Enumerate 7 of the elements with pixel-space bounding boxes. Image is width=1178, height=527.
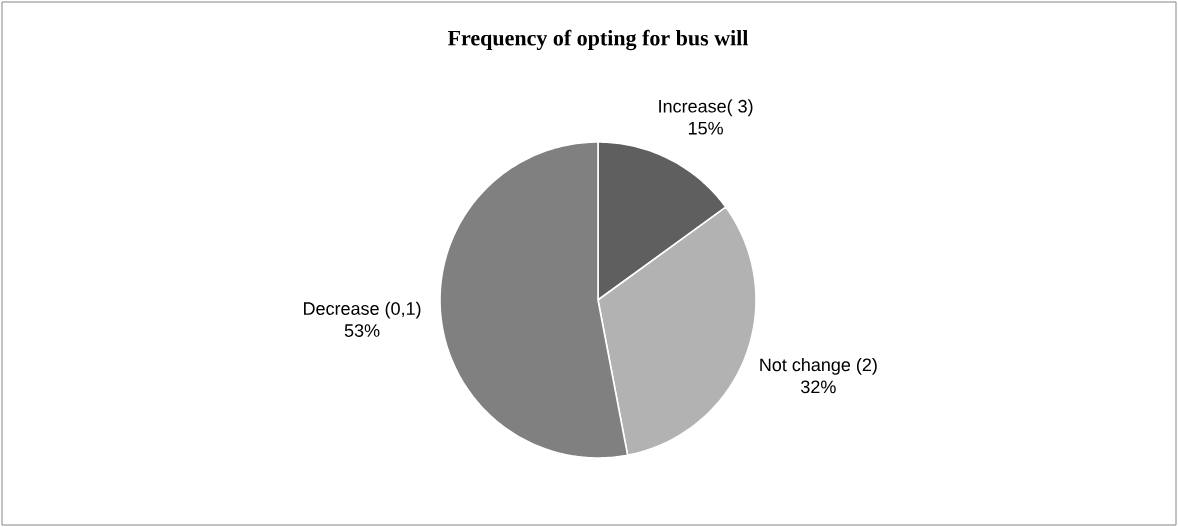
data-label: 53% [344,324,380,337]
slice-label: Not change (2) [760,357,877,375]
slice-label: Increase( 3) [659,99,753,117]
data-label: 15% [688,121,723,135]
slice-label: Decrease (0,1) [304,301,421,319]
chart-title: Frequency of opting for bus will [447,29,749,51]
data-label: 32% [801,380,836,394]
